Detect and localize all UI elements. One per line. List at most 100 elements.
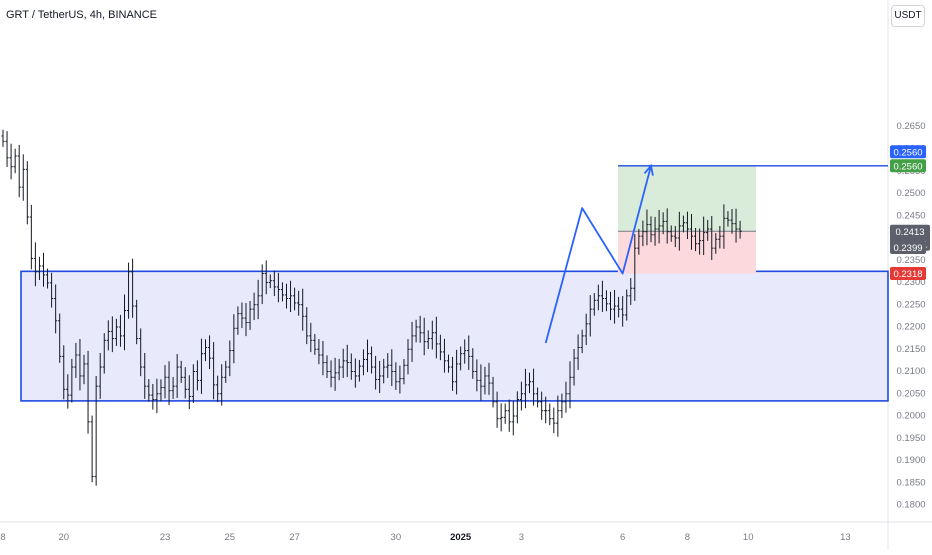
ohlc-bar: [450, 356, 455, 391]
y-tick-label: 0.2450: [896, 210, 925, 221]
ohlc-bar: [21, 154, 25, 201]
stop-price-badge-text: 0.2318: [893, 269, 922, 280]
ohlc-bar: [523, 368, 528, 409]
y-tick-label: 0.2250: [896, 299, 925, 310]
ohlc-bar: [195, 360, 199, 391]
ohlc-bar: [228, 340, 232, 377]
ohlc-bar: [199, 338, 204, 394]
ohlc-bar: [681, 215, 685, 233]
x-tick-label: 20: [58, 532, 69, 543]
ohlc-bar: [612, 290, 617, 324]
ohlc-bar: [94, 376, 98, 486]
ohlc-bar: [288, 280, 293, 313]
ohlc-bar: [272, 270, 276, 297]
ohlc-bar: [325, 355, 329, 378]
ohlc-bar: [244, 303, 248, 337]
stop-price-badge-bg: [890, 267, 926, 281]
ohlc-bar: [236, 306, 240, 335]
y-tick-label: 0.2300: [896, 277, 925, 288]
currency-selector[interactable]: USDT: [891, 5, 925, 27]
long-position-tool[interactable]: [618, 165, 888, 274]
ohlc-bar: [17, 144, 21, 198]
ohlc-bar: [540, 391, 544, 420]
ohlc-bar: [232, 314, 236, 364]
ohlc-bar: [337, 358, 341, 381]
ohlc-bar: [122, 294, 127, 351]
ohlc-bar: [159, 379, 163, 402]
y-tick-label: 0.1850: [896, 477, 925, 488]
ohlc-bar: [406, 339, 410, 375]
x-tick-label: 8: [685, 532, 690, 543]
ohlc-bar: [220, 364, 224, 406]
ohlc-bar: [102, 333, 106, 374]
ohlc-bar: [718, 225, 722, 249]
ohlc-bar: [179, 360, 183, 383]
y-tick-label: 0.2050: [896, 388, 925, 399]
ohlc-bar: [455, 349, 459, 395]
ohlc-bar: [702, 216, 706, 256]
ohlc-bar: [321, 340, 325, 376]
ohlc-bar: [564, 381, 568, 413]
ohlc-bar: [143, 352, 147, 399]
x-tick-label: 23: [160, 532, 171, 543]
ohlc-bar: [552, 407, 556, 434]
ohlc-bar: [203, 339, 208, 362]
ohlc-bar: [693, 227, 698, 252]
ohlc-bar: [710, 215, 714, 260]
ohlc-bar: [495, 391, 499, 428]
ohlc-bar: [66, 374, 70, 409]
ohlc-bar: [82, 354, 86, 385]
ohlc-bar: [374, 355, 378, 390]
y-tick-label: 0.1950: [896, 433, 925, 444]
ohlc-bar: [183, 367, 187, 399]
ohlc-bar: [252, 292, 256, 321]
ohlc-bar: [187, 375, 191, 410]
ohlc-bar: [434, 316, 438, 359]
ohlc-bar: [677, 211, 681, 251]
ohlc-bar: [503, 403, 507, 424]
ohlc-bar: [442, 338, 447, 373]
y-tick-label: 0.2000: [896, 411, 925, 422]
ohlc-bar: [280, 282, 285, 302]
ohlc-bar: [722, 204, 726, 249]
ohlc-bar: [527, 372, 532, 394]
price-axis[interactable]: 0.26500.26000.25500.25000.24500.24000.23…: [896, 121, 925, 510]
ohlc-bar: [608, 291, 613, 321]
ohlc-bar: [446, 354, 451, 373]
ohlc-bar: [13, 148, 17, 174]
ohlc-bar: [45, 268, 50, 289]
ohlc-bar: [726, 211, 730, 227]
support-zone-rect: [20, 270, 889, 402]
ohlc-bar: [560, 393, 564, 419]
target-price-badge-blue-bg: [890, 145, 926, 159]
ohlc-bar: [41, 252, 46, 287]
ohlc-bar: [685, 211, 690, 240]
ohlc-bar: [479, 364, 483, 401]
ohlc-bar: [248, 300, 252, 330]
x-tick-label: 2025: [450, 532, 472, 543]
ohlc-bar: [260, 264, 264, 305]
support-zone[interactable]: [20, 270, 889, 402]
ohlc-bar: [410, 321, 414, 362]
ohlc-bar: [625, 289, 629, 321]
ohlc-bar: [584, 313, 588, 346]
ohlc-bar: [604, 290, 609, 312]
ohlc-bar: [329, 360, 333, 388]
ohlc-bar: [422, 317, 426, 356]
ohlc-bar: [70, 358, 74, 403]
ohlc-bar: [418, 315, 422, 343]
projection-path[interactable]: [544, 163, 654, 344]
ohlc-bar: [106, 320, 110, 351]
ohlc-bar: [264, 260, 268, 295]
ohlc-bar: [572, 348, 576, 386]
ohlc-bar: [600, 280, 604, 313]
ohlc-bar: [114, 318, 118, 346]
x-tick-label: 13: [840, 532, 851, 543]
ohlc-bar: [588, 295, 592, 337]
ohlc-bar: [382, 358, 386, 384]
ohlc-bar: [37, 256, 42, 281]
time-axis[interactable]: 8 20 23 25 27 30 2025 3 6 8 10 13: [0, 532, 850, 543]
